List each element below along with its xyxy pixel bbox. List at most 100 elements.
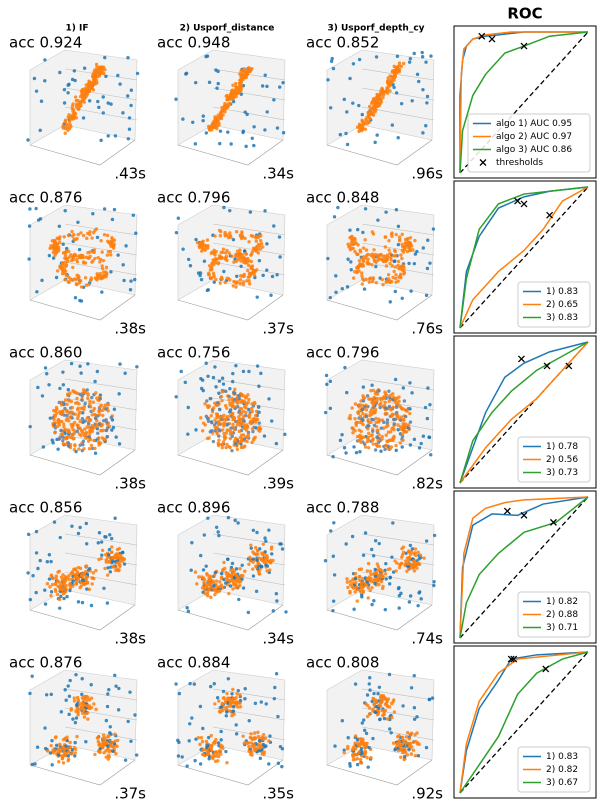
scatter-3d-panel	[26, 514, 138, 631]
point	[366, 427, 370, 431]
pane-grid	[361, 688, 435, 701]
point	[73, 740, 77, 745]
point	[409, 289, 413, 293]
point	[28, 597, 33, 602]
point	[106, 134, 110, 138]
point	[348, 228, 352, 232]
point	[326, 78, 330, 82]
point	[372, 258, 377, 262]
point	[57, 410, 62, 414]
point	[115, 547, 120, 552]
point	[259, 564, 264, 569]
point	[209, 396, 213, 401]
point	[235, 447, 240, 452]
point	[401, 386, 406, 390]
point	[233, 442, 238, 446]
point	[380, 708, 384, 713]
point	[59, 710, 64, 714]
point	[215, 431, 219, 436]
point	[66, 750, 71, 754]
point	[97, 66, 101, 70]
point	[380, 404, 385, 409]
point	[61, 439, 65, 443]
point	[230, 254, 234, 258]
point	[83, 427, 87, 431]
point	[58, 386, 62, 391]
point	[246, 400, 250, 405]
point	[387, 389, 391, 393]
point	[345, 390, 349, 395]
point	[96, 255, 100, 260]
point	[206, 374, 210, 378]
point	[234, 254, 238, 258]
point	[404, 735, 409, 739]
point	[52, 417, 56, 422]
point	[258, 427, 263, 431]
point	[49, 590, 54, 594]
point	[250, 440, 254, 445]
point	[126, 94, 130, 98]
point	[222, 560, 226, 565]
point	[234, 573, 239, 578]
point	[409, 564, 414, 568]
point	[345, 285, 350, 289]
point	[176, 216, 181, 220]
point	[199, 386, 204, 391]
point	[351, 101, 355, 105]
point	[210, 262, 214, 266]
point	[93, 446, 97, 451]
point	[62, 596, 66, 601]
point	[81, 443, 85, 447]
cross	[514, 197, 522, 205]
threshold-marker	[520, 511, 528, 519]
point	[403, 739, 407, 743]
point	[432, 583, 436, 588]
point	[407, 261, 411, 266]
point	[188, 264, 193, 268]
point	[66, 91, 70, 95]
point	[231, 99, 236, 104]
point	[241, 573, 245, 578]
point	[36, 566, 40, 571]
point	[407, 600, 412, 604]
point	[250, 744, 254, 749]
point	[87, 425, 92, 430]
point	[104, 74, 108, 79]
point	[222, 413, 226, 418]
point	[418, 553, 423, 557]
point	[66, 754, 71, 758]
point	[366, 561, 371, 566]
point	[255, 530, 259, 535]
point	[353, 270, 357, 274]
point	[209, 743, 213, 748]
point	[211, 580, 216, 585]
point	[390, 264, 395, 268]
point	[359, 746, 364, 751]
point	[246, 393, 250, 397]
point	[209, 747, 213, 752]
point	[424, 293, 429, 298]
point	[413, 238, 417, 243]
point	[36, 385, 40, 390]
point	[57, 236, 61, 241]
point	[113, 673, 117, 678]
roc-curve	[459, 651, 589, 794]
point	[186, 432, 190, 436]
point	[344, 542, 348, 546]
point	[228, 436, 233, 441]
point	[181, 247, 185, 251]
point	[265, 268, 269, 272]
point	[80, 406, 85, 411]
point	[74, 716, 79, 720]
point	[211, 258, 215, 262]
point	[261, 558, 266, 562]
point	[256, 562, 261, 566]
point	[401, 550, 406, 555]
point	[174, 682, 178, 686]
point	[87, 435, 91, 439]
point	[73, 412, 77, 416]
roc-curve	[459, 496, 589, 639]
point	[233, 391, 237, 396]
point	[201, 752, 205, 757]
point	[221, 440, 226, 444]
